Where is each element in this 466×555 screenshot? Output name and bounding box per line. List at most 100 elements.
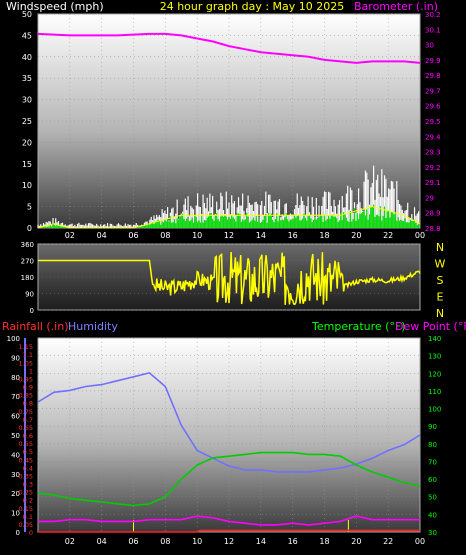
rainfall-y-tick-label: 1.15 xyxy=(19,343,33,351)
baro-y-tick-label: 30.2 xyxy=(425,11,441,19)
x-tick-label: 18 xyxy=(319,537,329,546)
x-tick-label: 08 xyxy=(160,537,170,546)
temperature-y-tick-label: 40 xyxy=(428,511,437,519)
x-tick-label: 06 xyxy=(128,231,138,240)
wind-y-tick-label: 20 xyxy=(22,138,32,147)
rainfall-y-tick-label: 1 xyxy=(29,367,33,375)
humidity-y-axis: 0 10 20 30 40 50 60 70 80 90 100 xyxy=(7,335,26,537)
temperature-y-tick-label: 110 xyxy=(428,388,441,396)
barometer-y-axis: 28.8 28.9 29 29.1 29.2 29.3 29.4 29.5 29.6 29.7 29… xyxy=(425,11,441,233)
x-tick-label: 20 xyxy=(351,537,361,546)
direction-y-tick-label: 360 xyxy=(21,241,34,249)
humidity-y-tick-label: 80 xyxy=(11,374,20,382)
x-tick-label: 14 xyxy=(256,231,266,240)
wind-y-tick-label: 25 xyxy=(22,117,32,126)
rainfall-y-tick-label: 0.1 xyxy=(23,513,33,521)
baro-y-tick-label: 29.6 xyxy=(425,103,441,111)
direction-y-tick-label: 0 xyxy=(30,307,34,315)
x-tick-label: 04 xyxy=(97,231,107,240)
x-tick-label: 06 xyxy=(128,537,138,546)
humidity-y-tick-label: 0 xyxy=(16,529,20,537)
wind-y-tick-label: 10 xyxy=(22,181,32,190)
rainfall-y-tick-label: 0.85 xyxy=(19,392,33,400)
x-tick-label: 02 xyxy=(65,537,75,546)
x-tick-label: 12 xyxy=(224,231,234,240)
temperature-line xyxy=(37,451,421,507)
x-tick-label: 10 xyxy=(192,537,202,546)
x-tick-label: 20 xyxy=(351,231,361,240)
x-tick-label: 22 xyxy=(383,537,393,546)
barometer-label: Barometer (.in) xyxy=(354,0,438,13)
rainfall-y-tick-label: 1.1 xyxy=(23,351,33,359)
x-tick-label: 14 xyxy=(256,537,266,546)
wind-y-tick-label: 5 xyxy=(27,203,32,212)
temperature-y-tick-label: 80 xyxy=(428,441,437,449)
baro-y-tick-label: 30 xyxy=(425,42,434,50)
wind-bars xyxy=(37,165,421,229)
humidity-y-tick-label: 10 xyxy=(11,510,20,518)
temperature-y-tick-label: 90 xyxy=(428,423,437,431)
temperature-y-tick-label: 120 xyxy=(428,370,441,378)
rainfall-y-tick-label: 0.3 xyxy=(23,481,33,489)
rainfall-y-tick-label: 0.75 xyxy=(19,408,33,416)
compass-letter: S xyxy=(437,274,444,287)
compass-letter: W xyxy=(435,258,446,271)
baro-y-tick-label: 29.3 xyxy=(425,149,441,157)
baro-y-tick-label: 29.8 xyxy=(425,72,441,80)
rainfall-y-tick-label: 0.65 xyxy=(19,424,33,432)
wind-plot-background xyxy=(37,13,421,229)
baro-y-tick-label: 29.4 xyxy=(425,133,441,141)
x-tick-label: 12 xyxy=(224,537,234,546)
compass-letter: N xyxy=(436,241,444,254)
x-tick-label: 00 xyxy=(415,537,425,546)
temperature-y-tick-label: 50 xyxy=(428,494,437,502)
humidity-y-tick-label: 50 xyxy=(11,432,20,440)
dewpoint-label: Dew Point (°F) xyxy=(395,320,466,333)
temperature-y-tick-label: 60 xyxy=(428,476,437,484)
wind-y-tick-label: 15 xyxy=(22,160,32,169)
baro-y-tick-label: 29 xyxy=(425,194,434,202)
baro-y-tick-label: 30.1 xyxy=(425,26,441,34)
humidity-y-tick-label: 20 xyxy=(11,490,20,498)
rainfall-y-tick-label: 1.05 xyxy=(19,359,33,367)
baro-y-tick-label: 29.9 xyxy=(425,57,441,65)
x-tick-label: 04 xyxy=(97,537,107,546)
wind-y-axis: 0 5 10 15 20 25 30 35 40 45 50 xyxy=(22,10,32,233)
compass-letter: E xyxy=(437,291,444,304)
rainfall-y-tick-label: 0.15 xyxy=(19,505,33,513)
humidity-y-tick-label: 90 xyxy=(11,354,20,362)
windspeed-label: Windspeed (mph) xyxy=(6,0,104,13)
dewpoint-line xyxy=(38,515,420,526)
direction-y-tick-label: 180 xyxy=(21,274,34,282)
rainfall-y-tick-label: 0.55 xyxy=(19,440,33,448)
rainfall-line xyxy=(38,529,420,533)
rainfall-label: Rainfall (.in) xyxy=(2,320,69,333)
direction-y-tick-label: 270 xyxy=(21,258,34,266)
date-label: 24 hour graph day : May 10 2025 xyxy=(160,0,345,13)
humidity-y-tick-label: 30 xyxy=(11,471,20,479)
rainfall-y-tick-label: 0.95 xyxy=(19,375,33,383)
x-tick-label: 10 xyxy=(192,231,202,240)
rainfall-y-tick-label: 0.05 xyxy=(19,521,33,529)
wind-y-tick-label: 40 xyxy=(22,53,32,62)
humidity-y-tick-label: 60 xyxy=(11,413,20,421)
humidity-y-tick-label: 70 xyxy=(11,393,20,401)
direction-y-axis: 0 90 180 270 360 xyxy=(21,241,34,315)
temperature-y-tick-label: 130 xyxy=(428,353,441,361)
temperature-y-axis: 30 40 50 60 70 80 90 100 110 120 130 140 xyxy=(428,335,441,537)
wind-y-tick-label: 30 xyxy=(22,96,32,105)
rainfall-y-tick-label: 0.7 xyxy=(23,416,33,424)
rainfall-y-tick-label: 0.6 xyxy=(23,432,33,440)
temperature-y-tick-label: 30 xyxy=(428,529,437,537)
rainfall-y-tick-label: 0.4 xyxy=(23,464,33,472)
temperature-y-tick-label: 100 xyxy=(428,406,441,414)
x-tick-label: 22 xyxy=(383,231,393,240)
rainfall-y-tick-label: 0 xyxy=(29,529,33,537)
baro-y-tick-label: 28.9 xyxy=(425,210,441,218)
wind-y-tick-label: 50 xyxy=(22,10,32,19)
wind-y-tick-label: 35 xyxy=(22,74,32,83)
